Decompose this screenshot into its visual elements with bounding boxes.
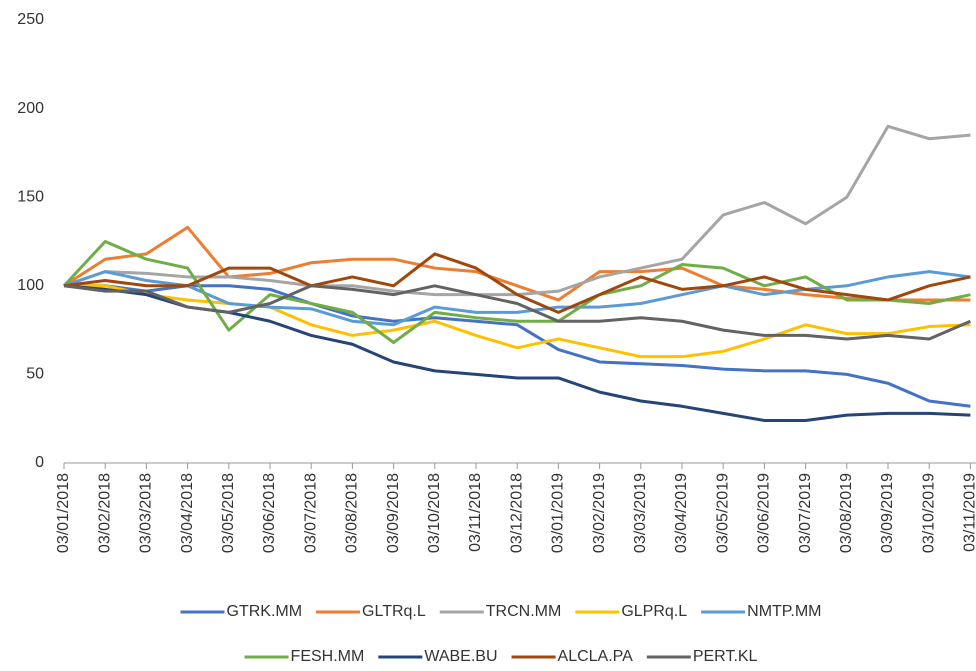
x-tick-label: 03/07/2018 xyxy=(302,473,319,553)
legend-label: GLTRq.L xyxy=(362,603,426,620)
y-tick-label: 50 xyxy=(26,366,44,383)
y-tick-label: 0 xyxy=(35,454,44,471)
x-tick-label: 03/03/2018 xyxy=(138,473,155,553)
x-tick-label: 03/04/2019 xyxy=(673,473,690,553)
x-tick-label: 03/02/2018 xyxy=(96,473,113,553)
series-line xyxy=(63,225,971,302)
x-tick-label: 03/05/2018 xyxy=(220,473,237,553)
y-tick-label: 150 xyxy=(17,188,44,205)
x-tick-label: 03/06/2018 xyxy=(261,473,278,553)
series-line xyxy=(63,124,971,297)
x-tick-label: 03/10/2019 xyxy=(920,473,937,553)
legend-label: FESH.MM xyxy=(291,648,365,665)
series-line xyxy=(63,270,971,327)
legend-row: GTRK.MM GLTRq.L TRCN.MM GLPRq.L NMTP.MM xyxy=(180,603,822,620)
legend-label: GTRK.MM xyxy=(226,603,302,620)
series-line xyxy=(63,284,971,341)
x-tick-label: 03/09/2019 xyxy=(879,473,896,553)
legend-label: ALCLA.PA xyxy=(558,648,634,665)
y-tick-label: 100 xyxy=(17,277,44,294)
x-tick-label: 03/07/2019 xyxy=(797,473,814,553)
x-tick-label: 03/08/2018 xyxy=(344,473,361,553)
series-line xyxy=(63,252,971,314)
x-tick-label: 03/10/2018 xyxy=(426,473,443,553)
y-tick-label: 200 xyxy=(17,100,44,117)
legend-label: NMTP.MM xyxy=(747,603,821,620)
x-tick-label: 03/05/2019 xyxy=(714,473,731,553)
legend-row: FESH.MM WABE.BU ALCLA.PA PERT.KL xyxy=(244,648,758,665)
x-tick-label: 03/03/2019 xyxy=(632,473,649,553)
x-tick-label: 03/09/2018 xyxy=(385,473,402,553)
x-tick-label: 03/11/2019 xyxy=(962,473,976,552)
x-tick-label: 03/08/2019 xyxy=(838,473,855,553)
y-tick-label: 250 xyxy=(17,11,44,28)
x-tick-label: 03/01/2019 xyxy=(550,473,567,553)
series-line xyxy=(64,284,971,408)
x-tick-label: 03/12/2018 xyxy=(508,473,525,553)
x-tick-label: 03/04/2018 xyxy=(179,473,196,553)
x-tick-label: 03/06/2019 xyxy=(756,473,773,553)
x-tick-label: 03/01/2018 xyxy=(55,473,72,553)
series-line xyxy=(64,284,971,359)
legend-label: PERT.KL xyxy=(693,648,758,665)
legend-label: WABE.BU xyxy=(424,648,497,665)
x-tick-label: 03/02/2019 xyxy=(591,473,608,553)
legend-label: TRCN.MM xyxy=(486,603,562,620)
x-tick-label: 03/11/2018 xyxy=(467,473,484,552)
legend-label: GLPRq.L xyxy=(621,603,687,620)
series-line xyxy=(63,284,971,422)
